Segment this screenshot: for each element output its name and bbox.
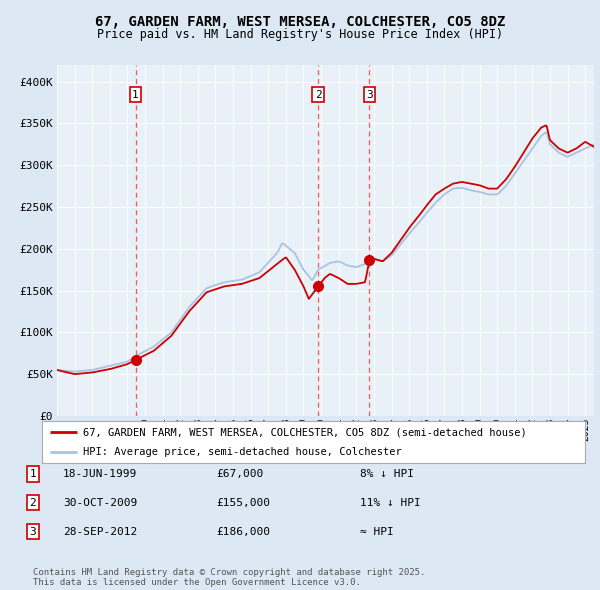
Text: 67, GARDEN FARM, WEST MERSEA, COLCHESTER, CO5 8DZ: 67, GARDEN FARM, WEST MERSEA, COLCHESTER… <box>95 15 505 29</box>
Text: Price paid vs. HM Land Registry's House Price Index (HPI): Price paid vs. HM Land Registry's House … <box>97 28 503 41</box>
Text: 2: 2 <box>315 90 322 100</box>
Text: Contains HM Land Registry data © Crown copyright and database right 2025.
This d: Contains HM Land Registry data © Crown c… <box>33 568 425 587</box>
Text: 67, GARDEN FARM, WEST MERSEA, COLCHESTER, CO5 8DZ (semi-detached house): 67, GARDEN FARM, WEST MERSEA, COLCHESTER… <box>83 427 526 437</box>
Text: 11% ↓ HPI: 11% ↓ HPI <box>360 498 421 507</box>
Text: 3: 3 <box>29 527 37 536</box>
Text: £186,000: £186,000 <box>216 527 270 536</box>
Text: 30-OCT-2009: 30-OCT-2009 <box>63 498 137 507</box>
Text: 8% ↓ HPI: 8% ↓ HPI <box>360 469 414 478</box>
Text: 1: 1 <box>29 469 37 478</box>
Text: 1: 1 <box>132 90 139 100</box>
Text: £67,000: £67,000 <box>216 469 263 478</box>
Text: 2: 2 <box>29 498 37 507</box>
Text: 18-JUN-1999: 18-JUN-1999 <box>63 469 137 478</box>
Text: 28-SEP-2012: 28-SEP-2012 <box>63 527 137 536</box>
Text: 3: 3 <box>366 90 373 100</box>
Text: HPI: Average price, semi-detached house, Colchester: HPI: Average price, semi-detached house,… <box>83 447 401 457</box>
Text: £155,000: £155,000 <box>216 498 270 507</box>
Text: ≈ HPI: ≈ HPI <box>360 527 394 536</box>
